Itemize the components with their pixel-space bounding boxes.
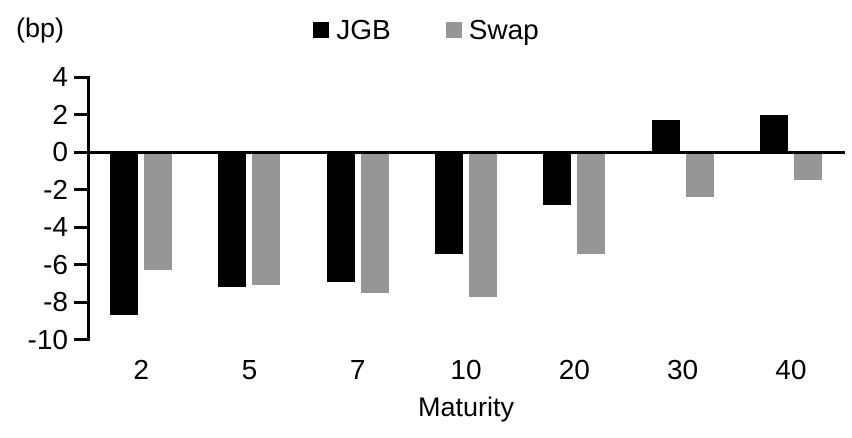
y-tick-label: 0: [52, 136, 68, 168]
y-axis-tick: [74, 225, 87, 229]
bar-swap-5: [252, 152, 281, 286]
y-tick-label: 4: [52, 61, 68, 93]
legend-item-swap: Swap: [445, 14, 539, 46]
x-tick-label: 10: [450, 354, 482, 385]
legend-item-jgb: JGB: [313, 14, 391, 46]
y-axis-tick: [74, 188, 87, 192]
y-axis-tick: [74, 300, 87, 304]
y-tick-label: -4: [43, 211, 68, 243]
bar-jgb-40: [759, 114, 788, 153]
bar-jgb-10: [435, 152, 463, 254]
y-axis-tick: [74, 338, 87, 342]
y-tick-label: -6: [43, 248, 68, 280]
y-axis-tick: [74, 150, 87, 154]
bar-swap-40: [793, 152, 822, 181]
y-axis-tick: [74, 75, 87, 79]
x-tick-label: 40: [775, 354, 807, 385]
zero-baseline: [87, 150, 845, 154]
y-axis-line: [87, 75, 90, 342]
bar-swap-30: [685, 152, 714, 198]
y-tick-label: 2: [52, 98, 68, 130]
y-axis-tick: [74, 263, 87, 267]
y-axis-tick: [74, 113, 87, 117]
y-tick-label: -10: [27, 323, 68, 355]
x-tick-label: 20: [558, 354, 590, 385]
chart-legend: JGB Swap: [0, 14, 852, 46]
y-axis-unit-label: (bp): [16, 13, 65, 43]
y-tick-label: -8: [43, 286, 68, 318]
bar-swap-2: [144, 152, 173, 271]
bar-swap-20: [577, 152, 606, 254]
y-tick-label: -2: [43, 173, 68, 205]
legend-label-swap: Swap: [468, 14, 539, 45]
swap-swatch-icon: [445, 22, 462, 38]
x-tick-label: 5: [241, 354, 258, 385]
x-tick-label: 2: [133, 354, 149, 385]
bar-jgb-20: [543, 152, 572, 205]
legend-label-jgb: JGB: [336, 14, 391, 45]
x-axis-title: Maturity: [417, 392, 515, 422]
x-tick-label: 30: [666, 354, 699, 385]
bar-jgb-5: [218, 152, 247, 288]
bar-jgb-30: [651, 120, 680, 153]
bar-swap-10: [469, 152, 497, 297]
bar-jgb-7: [326, 152, 355, 282]
x-tick-label: 7: [349, 354, 366, 385]
bar-swap-7: [360, 152, 389, 293]
jgb-swatch-icon: [313, 22, 330, 38]
bar-jgb-2: [110, 152, 139, 316]
